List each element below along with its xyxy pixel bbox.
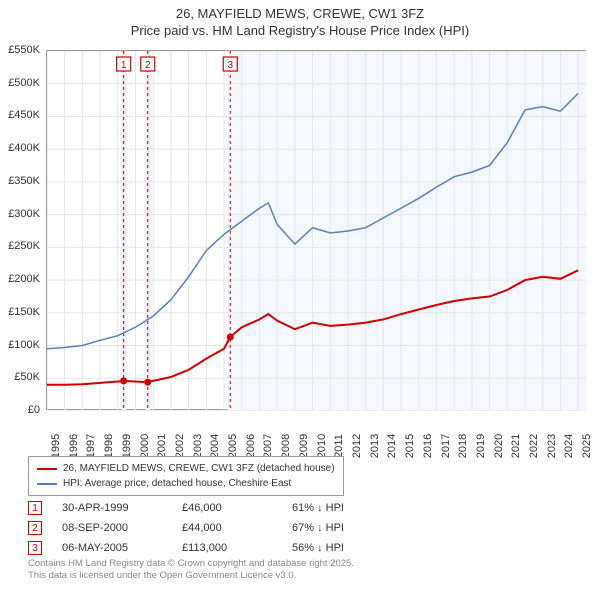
x-tick-label: 2013 [369, 434, 381, 458]
y-tick-label: £50K [14, 371, 40, 383]
marker-price: £113,000 [182, 542, 272, 554]
y-tick-label: £450K [8, 109, 40, 121]
x-tick-label: 2001 [156, 434, 168, 458]
x-tick-label: 2004 [209, 434, 221, 458]
x-tick-label: 2010 [316, 434, 328, 458]
y-tick-label: £550K [8, 44, 40, 56]
footer-line-1: Contains HM Land Registry data © Crown c… [28, 558, 354, 570]
title-line-2: Price paid vs. HM Land Registry's House … [0, 23, 600, 40]
legend: 26, MAYFIELD MEWS, CREWE, CW1 3FZ (detac… [28, 456, 344, 496]
y-tick-label: £500K [8, 77, 40, 89]
footer-attribution: Contains HM Land Registry data © Crown c… [28, 558, 354, 582]
legend-swatch [37, 483, 57, 485]
footer-line-2: This data is licensed under the Open Gov… [28, 570, 354, 582]
marker-pct: 61% ↓ HPI [292, 502, 382, 514]
x-tick-label: 2011 [333, 434, 345, 458]
x-tick-label: 2002 [174, 434, 186, 458]
chart-svg: 1 2 3 [47, 51, 587, 411]
chart-plot-area: 1 2 3 [46, 50, 586, 410]
x-tick-label: 2006 [245, 434, 257, 458]
x-tick-label: 2014 [386, 434, 398, 458]
marker-table-row: 2 08-SEP-2000 £44,000 67% ↓ HPI [28, 518, 382, 538]
y-axis-labels: £0£50K£100K£150K£200K£250K£300K£350K£400… [0, 50, 44, 410]
legend-item: 26, MAYFIELD MEWS, CREWE, CW1 3FZ (detac… [37, 461, 335, 476]
sale-marker-table: 1 30-APR-1999 £46,000 61% ↓ HPI 2 08-SEP-2000… [28, 498, 382, 558]
x-tick-label: 1998 [103, 434, 115, 458]
legend-item: HPI: Average price, detached house, Ches… [37, 476, 335, 491]
x-tick-label: 2012 [351, 434, 363, 458]
x-tick-label: 2019 [475, 434, 487, 458]
y-tick-label: £100K [8, 339, 40, 351]
x-tick-label: 2003 [192, 434, 204, 458]
marker-number-box: 3 [28, 541, 42, 555]
x-tick-label: 2017 [440, 434, 452, 458]
x-tick-label: 1995 [50, 434, 62, 458]
marker-table-row: 1 30-APR-1999 £46,000 61% ↓ HPI [28, 498, 382, 518]
marker-pct: 67% ↓ HPI [292, 522, 382, 534]
x-axis-labels: 1995199619971998199920002001200220032004… [46, 414, 586, 454]
marker-pct: 56% ↓ HPI [292, 542, 382, 554]
marker-date: 08-SEP-2000 [62, 522, 162, 534]
svg-text:3: 3 [227, 60, 233, 71]
x-tick-label: 2008 [280, 434, 292, 458]
title-block: 26, MAYFIELD MEWS, CREWE, CW1 3FZ Price … [0, 0, 600, 40]
y-tick-label: £400K [8, 142, 40, 154]
x-tick-label: 2016 [422, 434, 434, 458]
marker-date: 30-APR-1999 [62, 502, 162, 514]
x-tick-label: 2024 [563, 434, 575, 458]
x-tick-label: 1997 [85, 434, 97, 458]
x-tick-label: 2005 [227, 434, 239, 458]
chart-container: 26, MAYFIELD MEWS, CREWE, CW1 3FZ Price … [0, 0, 600, 590]
legend-label: 26, MAYFIELD MEWS, CREWE, CW1 3FZ (detac… [63, 461, 335, 476]
marker-price: £44,000 [182, 522, 272, 534]
title-line-1: 26, MAYFIELD MEWS, CREWE, CW1 3FZ [0, 6, 600, 23]
y-tick-label: £200K [8, 273, 40, 285]
x-tick-label: 2025 [581, 434, 593, 458]
svg-text:1: 1 [121, 60, 127, 71]
y-tick-label: £250K [8, 240, 40, 252]
x-tick-label: 1999 [121, 434, 133, 458]
x-tick-label: 2015 [404, 434, 416, 458]
marker-price: £46,000 [182, 502, 272, 514]
svg-text:2: 2 [145, 60, 151, 71]
y-tick-label: £150K [8, 306, 40, 318]
legend-label: HPI: Average price, detached house, Ches… [63, 476, 291, 491]
x-tick-label: 2023 [546, 434, 558, 458]
y-tick-label: £0 [28, 404, 40, 416]
marker-number-box: 2 [28, 521, 42, 535]
x-tick-label: 2020 [493, 434, 505, 458]
x-tick-label: 2009 [298, 434, 310, 458]
x-tick-label: 2007 [262, 434, 274, 458]
legend-swatch [37, 468, 57, 470]
x-tick-label: 2000 [139, 434, 151, 458]
marker-table-row: 3 06-MAY-2005 £113,000 56% ↓ HPI [28, 538, 382, 558]
x-tick-label: 2022 [528, 434, 540, 458]
x-tick-label: 2021 [510, 434, 522, 458]
marker-number-box: 1 [28, 501, 42, 515]
y-tick-label: £300K [8, 208, 40, 220]
x-tick-label: 2018 [457, 434, 469, 458]
y-tick-label: £350K [8, 175, 40, 187]
x-tick-label: 1996 [68, 434, 80, 458]
marker-date: 06-MAY-2005 [62, 542, 162, 554]
